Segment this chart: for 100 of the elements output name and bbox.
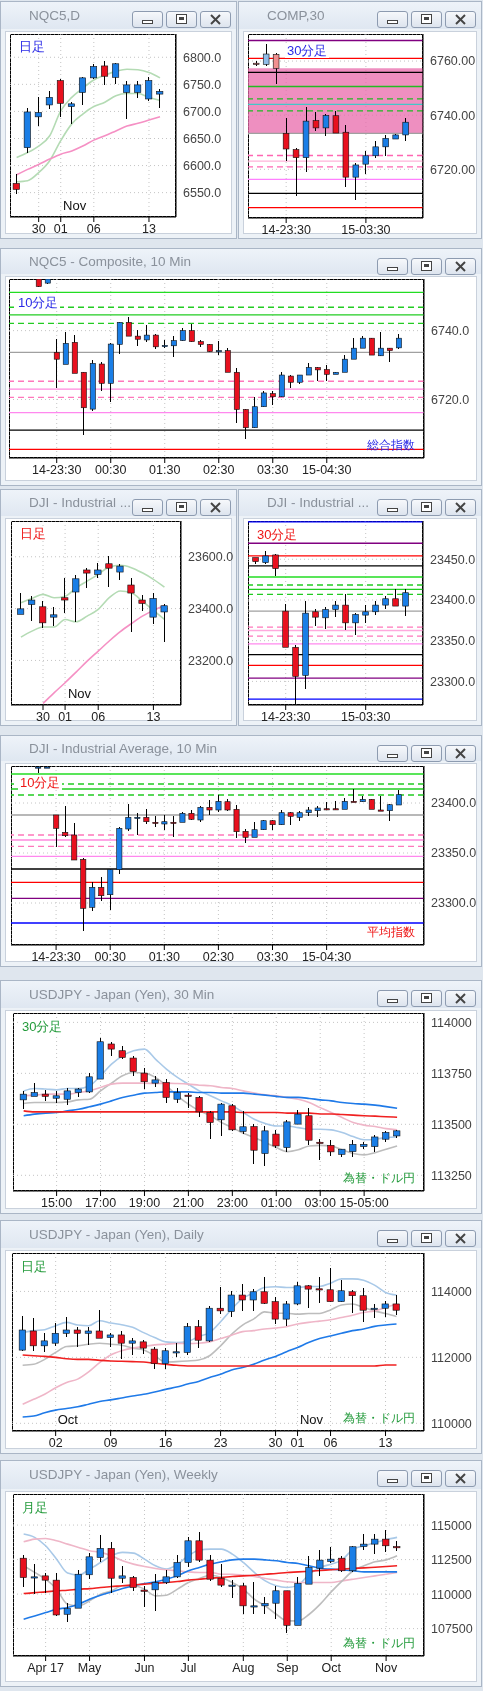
candlestick [117, 1330, 125, 1360]
x-tick-label: 15:00 [40, 1195, 73, 1210]
candlestick [95, 1309, 103, 1339]
annotation: 為替・ドル円 [343, 1410, 415, 1427]
candlestick [140, 1585, 148, 1608]
x-tick-label: 03:30 [257, 462, 289, 477]
candlestick [206, 1110, 214, 1140]
candlestick [125, 316, 132, 337]
candlestick [105, 555, 113, 588]
y-tick-label: 6650.0 [183, 131, 222, 146]
x-tick-label: 01 [58, 709, 73, 724]
y-tick-label: 23300.0 [430, 674, 476, 689]
candlestick [40, 1332, 48, 1353]
candlestick [34, 96, 42, 127]
candlestick [326, 1267, 334, 1303]
candlestick [17, 592, 25, 615]
x-tick-label: 00:30 [94, 949, 126, 964]
x-tick-label: 01:30 [149, 462, 181, 477]
x-tick-label: 06 [86, 221, 101, 236]
y-tick-label: 23300.0 [431, 896, 477, 911]
candlestick [151, 1573, 159, 1612]
candlestick [239, 1110, 247, 1135]
candlestick [293, 1281, 301, 1306]
x-tick-label: 30 [268, 1435, 283, 1450]
y-tick-label: 6750.0 [183, 77, 222, 92]
candlestick [123, 80, 131, 120]
candlestick [89, 881, 96, 912]
candlestick [350, 788, 357, 803]
candlestick [322, 606, 329, 630]
candlestick [216, 1286, 224, 1315]
candlestick [238, 1283, 246, 1312]
y-tick-label: 110000 [431, 1416, 472, 1431]
candlestick [149, 592, 157, 625]
candlestick [140, 1067, 148, 1090]
x-tick-label: 19:00 [128, 1195, 161, 1210]
candlestick [19, 1554, 27, 1588]
candlestick [53, 338, 60, 389]
candlestick [382, 1529, 390, 1553]
x-tick-label: 23 [213, 1435, 228, 1450]
text: 30分足 [285, 43, 330, 58]
candlestick [41, 1572, 49, 1594]
y-tick-label: 6720.00 [430, 162, 476, 177]
x-tick-label: 13 [378, 1435, 393, 1450]
candlestick [160, 603, 168, 643]
x-tick-label: 14-23:30 [32, 462, 82, 477]
candlestick [53, 814, 60, 848]
candlestick [402, 588, 409, 617]
candlestick [134, 812, 141, 836]
x-tick-label: 15-03:30 [341, 709, 391, 724]
y-tick-label: 6720.0 [431, 392, 470, 407]
x-tick-label: Apr 17 [27, 1660, 65, 1675]
y-tick-label: 6600.0 [183, 159, 222, 173]
chart-title: DJI - Industrial ... [267, 494, 370, 512]
candlestick [162, 1078, 170, 1104]
candlestick [377, 795, 384, 812]
x-tick-label: 14-23:30 [261, 222, 311, 237]
candlestick [227, 1290, 235, 1318]
x-tick-label: Oct [321, 1660, 342, 1675]
chart-title: COMP,30 [267, 7, 325, 25]
candlestick [96, 1534, 104, 1563]
candlestick [125, 803, 132, 832]
candlestick [262, 43, 270, 67]
candlestick [282, 117, 290, 162]
candlestick [145, 76, 153, 102]
annotation: 為替・ドル円 [343, 1170, 415, 1187]
x-tick-label: Aug [232, 1660, 255, 1675]
x-tick-label: Nov [374, 1660, 398, 1675]
y-tick-label: 112500 [431, 1553, 472, 1568]
x-tick-label: 01 [290, 1435, 305, 1450]
x-tick-label: 30 [31, 221, 46, 236]
x-tick-label: 17:00 [84, 1195, 117, 1210]
y-tick-label: 6760.00 [430, 54, 476, 69]
x-tick-label: 15-04:30 [301, 949, 352, 964]
candlestick [195, 1095, 203, 1118]
candlestick [116, 321, 123, 355]
chart-title: USDJPY - Japan (Yen), Weekly [29, 1466, 218, 1484]
candlestick [62, 805, 69, 838]
x-tick-label: 02 [48, 1435, 63, 1450]
y-tick-label: 23400.0 [430, 593, 476, 608]
line-series [15, 116, 161, 176]
candlestick [18, 1315, 26, 1352]
x-tick-label: 15-03:30 [341, 222, 391, 237]
y-tick-label: 110000 [431, 1587, 472, 1602]
candlestick [332, 110, 340, 134]
candlestick [28, 595, 36, 622]
annotation: Nov [299, 1412, 324, 1427]
candlestick [377, 331, 384, 357]
candlestick [342, 593, 349, 631]
y-tick-label: 6550.0 [183, 186, 222, 201]
annotation: 為替・ドル円 [343, 1635, 415, 1652]
y-tick-label: 23350.0 [431, 846, 477, 861]
candlestick [362, 150, 369, 175]
candlestick [184, 1536, 192, 1568]
candlestick [29, 1317, 37, 1352]
candlestick [278, 371, 285, 398]
candlestick [78, 76, 86, 106]
y-tick-label: 114000 [431, 1284, 472, 1299]
x-tick-label: 02:30 [203, 462, 235, 477]
candlestick [206, 1554, 214, 1582]
candlestick [67, 101, 75, 125]
